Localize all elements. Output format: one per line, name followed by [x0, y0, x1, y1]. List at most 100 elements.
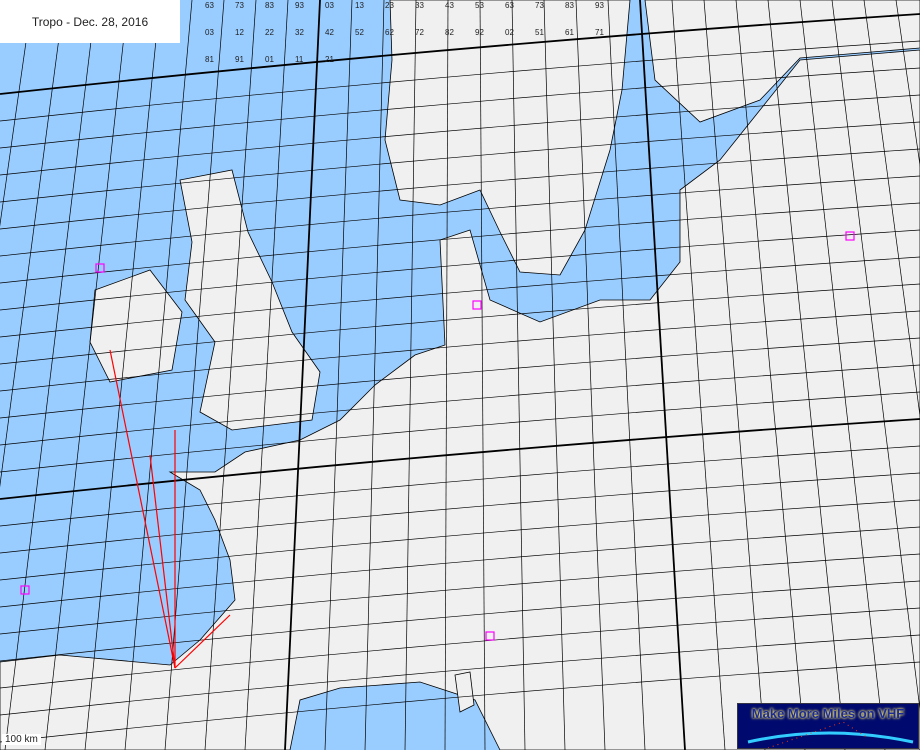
grid-meridian — [831, 0, 920, 713]
grid-label: 11 — [295, 55, 304, 64]
grid-parallel — [0, 175, 920, 257]
grid-label: 33 — [415, 1, 424, 10]
grid-label: 72 — [415, 28, 424, 37]
grid-meridian — [799, 0, 886, 750]
grid-label: 53 — [475, 1, 484, 10]
grid-label: 52 — [355, 28, 364, 37]
grid-label: 32 — [295, 28, 304, 37]
grid-meridian — [44, 0, 129, 750]
grid-parallel — [0, 445, 920, 527]
grid-label: 92 — [475, 28, 484, 37]
grid-meridian — [543, 0, 566, 750]
corsica — [454, 671, 475, 713]
grid-parallel — [0, 202, 920, 284]
grid-parallel — [0, 364, 920, 446]
grid-label: 63 — [505, 1, 514, 10]
grid-parallel — [0, 472, 920, 554]
grid-parallel — [0, 283, 920, 365]
grid-parallel — [0, 580, 920, 662]
great-britain — [179, 169, 321, 431]
grid-meridian — [479, 0, 486, 750]
grid-meridian — [767, 0, 846, 750]
grid-label: 93 — [295, 1, 304, 10]
grid-parallel — [0, 607, 920, 689]
grid-label: 81 — [205, 55, 214, 64]
station-markers — [20, 231, 855, 641]
station-marker-icon — [20, 585, 30, 595]
grid-label: 03 — [325, 1, 334, 10]
grid-meridian — [703, 0, 766, 750]
grid-label: 13 — [355, 1, 364, 10]
grid-meridian — [404, 0, 417, 750]
grid-meridian — [895, 0, 920, 168]
grid-label: 63 — [205, 1, 214, 10]
path-line — [149, 454, 176, 669]
logo-text: Make More Miles on VHF — [751, 706, 905, 721]
grid-parallel — [0, 526, 920, 608]
logo[interactable]: Make More Miles on VHF — [737, 703, 919, 749]
station-marker-icon — [95, 263, 105, 273]
grid-parallel — [0, 67, 920, 149]
grid-label: 73 — [535, 1, 544, 10]
grid-meridian — [0, 0, 65, 488]
grid-meridian — [511, 0, 526, 750]
grid-label: 21 — [325, 55, 334, 64]
grid-parallel — [0, 121, 920, 203]
grid-parallel — [0, 661, 920, 743]
grid-labels: 63 73 83 93 03 13 23 33 43 53 63 73 83 93 03 12 22 32 42 52… — [205, 1, 604, 64]
station-marker-icon — [845, 231, 855, 241]
grid-label: 23 — [385, 1, 394, 10]
grid-label: 03 — [205, 28, 214, 37]
grid-label: 73 — [235, 1, 244, 10]
grid-parallel — [0, 94, 920, 176]
path-line — [174, 614, 231, 669]
grid-parallel — [0, 634, 920, 716]
finland — [644, 0, 920, 123]
path-line — [109, 349, 176, 669]
grid-label: 82 — [445, 28, 454, 37]
grid-meridian — [124, 0, 193, 750]
grid-parallel — [0, 499, 920, 581]
grid-meridian — [284, 0, 321, 750]
scandinavia — [384, 0, 631, 276]
grid-meridian — [0, 0, 33, 227]
grid-meridian — [444, 0, 449, 750]
grid-meridian — [204, 0, 257, 750]
grid-parallel — [0, 40, 920, 122]
grid-label: 43 — [445, 1, 454, 10]
grid-parallel — [0, 148, 920, 230]
grid-label: 42 — [325, 28, 334, 37]
grid-meridian — [671, 0, 726, 750]
grid-meridian — [244, 0, 289, 750]
grid-meridian — [364, 0, 385, 750]
grid-label: 71 — [595, 28, 604, 37]
map-title: Tropo - Dec. 28, 2016 — [0, 0, 180, 43]
station-marker-icon — [485, 631, 495, 641]
grid-label: 62 — [385, 28, 394, 37]
grid-parallel — [0, 229, 920, 311]
grid-label: 12 — [235, 28, 244, 37]
grid-meridian — [575, 0, 606, 750]
grid-label: 83 — [265, 1, 274, 10]
grid-parallel — [0, 310, 920, 392]
grid-meridian — [607, 0, 646, 750]
grid-label: 91 — [235, 55, 244, 64]
grid-parallel — [0, 256, 920, 338]
grid-label: 83 — [565, 1, 574, 10]
grid-meridian — [863, 0, 920, 419]
grid-parallel — [0, 418, 920, 500]
scale-bar-label: 100 km — [2, 734, 41, 745]
grid-label: 01 — [265, 55, 274, 64]
station-marker-icon — [472, 300, 482, 310]
grid-label: 02 — [505, 28, 514, 37]
grid-meridian — [84, 0, 161, 750]
grid-meridian — [324, 0, 353, 750]
grid-parallel — [0, 337, 920, 419]
grid-parallel — [0, 391, 920, 473]
grid-parallel — [0, 553, 920, 635]
horizon-graphic — [747, 721, 914, 748]
grid-meridian — [4, 0, 97, 750]
grid-parallel — [0, 13, 920, 95]
grid-label: 61 — [565, 28, 574, 37]
